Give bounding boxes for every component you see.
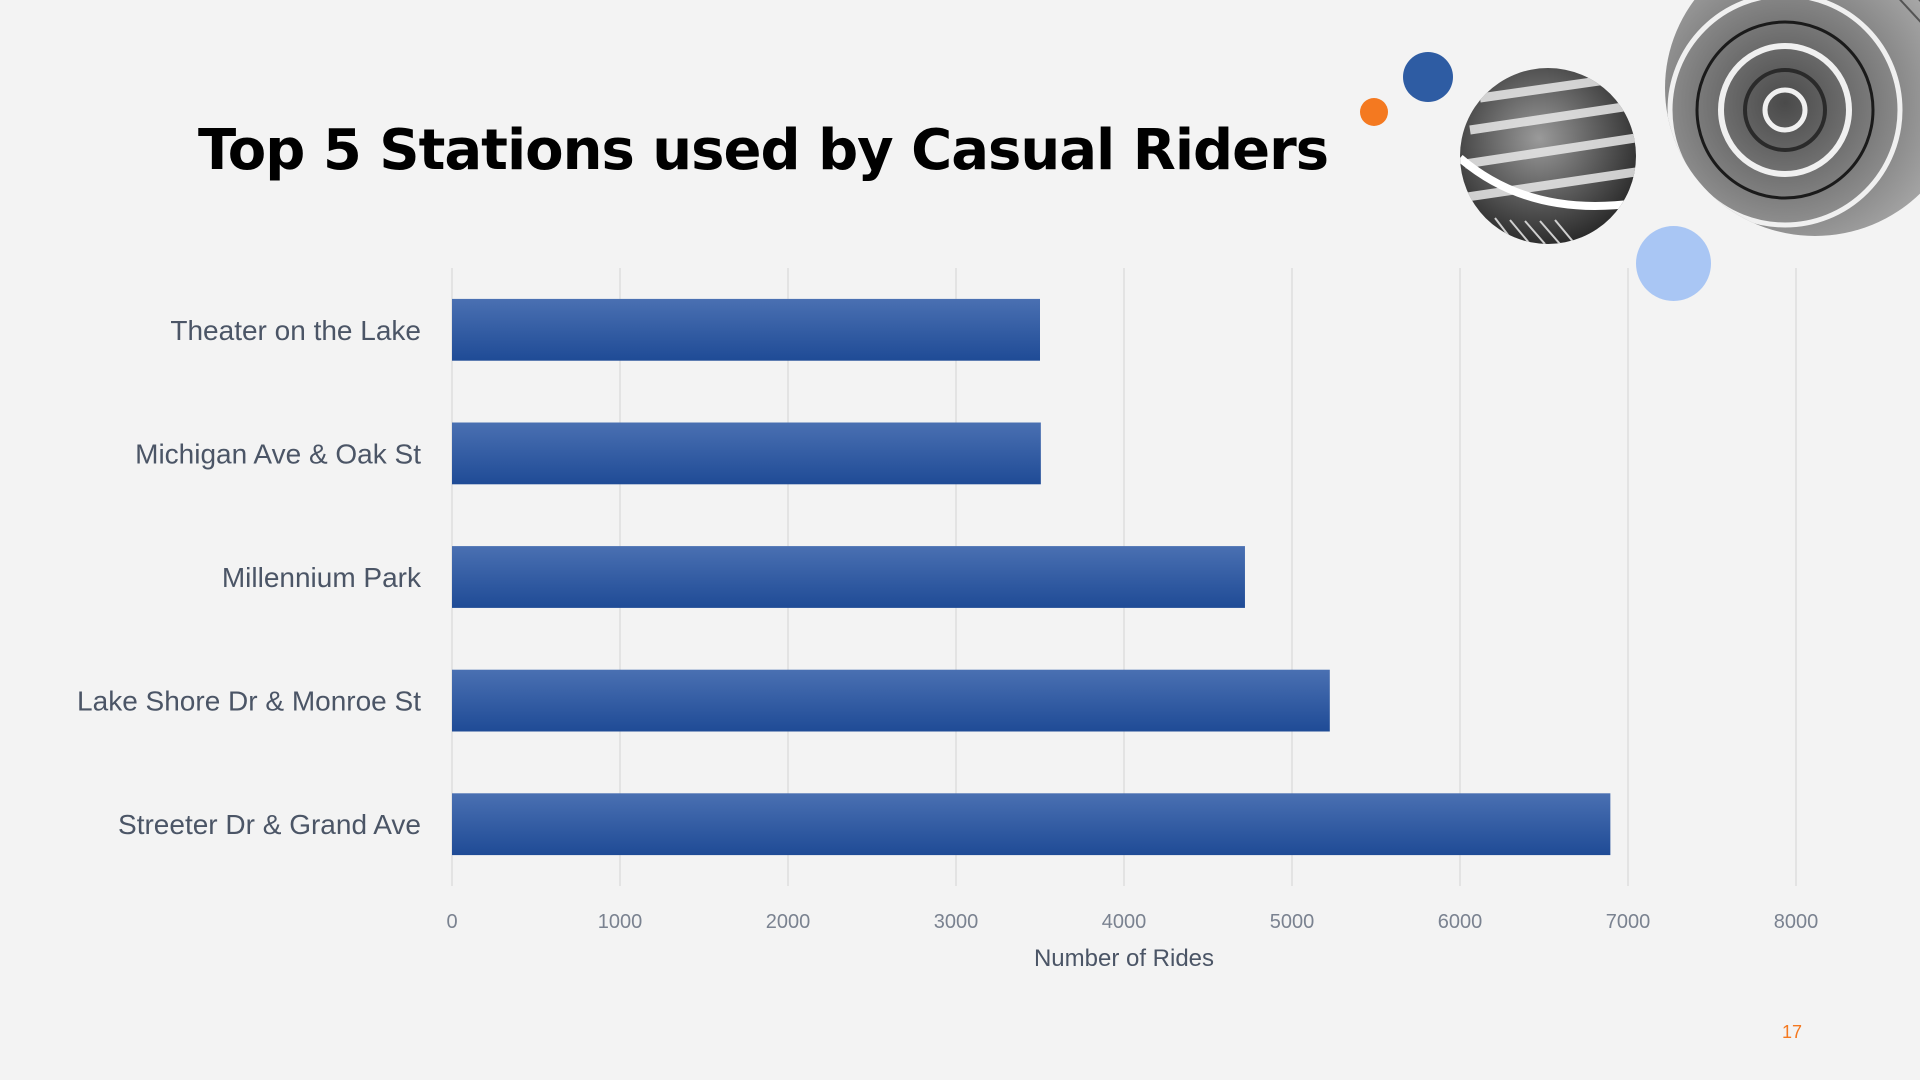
x-tick-label: 5000: [1270, 911, 1315, 933]
x-tick-label: 2000: [766, 911, 811, 933]
bar: [452, 546, 1245, 608]
x-tick-label: 1000: [598, 911, 643, 933]
spiral-staircase-photo: [1665, 0, 1920, 236]
bar: [452, 793, 1611, 856]
blue-dot-decoration: [1403, 52, 1453, 102]
slide-title: Top 5 Stations used by Casual Riders: [198, 118, 1329, 183]
category-label: Streeter Dr & Grand Ave: [118, 809, 421, 840]
category-label: Michigan Ave & Oak St: [135, 438, 421, 469]
bar: [452, 298, 1040, 361]
x-tick-label: 0: [446, 911, 457, 933]
category-label: Lake Shore Dr & Monroe St: [77, 686, 421, 717]
x-tick-label: 8000: [1774, 911, 1819, 933]
x-tick-label: 3000: [934, 911, 979, 933]
bar: [452, 422, 1041, 485]
light-blue-dot-decoration: [1636, 226, 1711, 301]
bar: [452, 669, 1330, 732]
category-label: Millennium Park: [222, 562, 422, 593]
category-label: Theater on the Lake: [170, 315, 421, 346]
x-tick-label: 6000: [1438, 911, 1483, 933]
x-axis-title: Number of Rides: [1034, 945, 1214, 972]
staircase-photo: [1460, 68, 1636, 244]
x-tick-label: 7000: [1606, 911, 1651, 933]
x-tick-label: 4000: [1102, 911, 1147, 933]
orange-dot-decoration: [1360, 98, 1388, 126]
page-number: 17: [1782, 1022, 1803, 1042]
